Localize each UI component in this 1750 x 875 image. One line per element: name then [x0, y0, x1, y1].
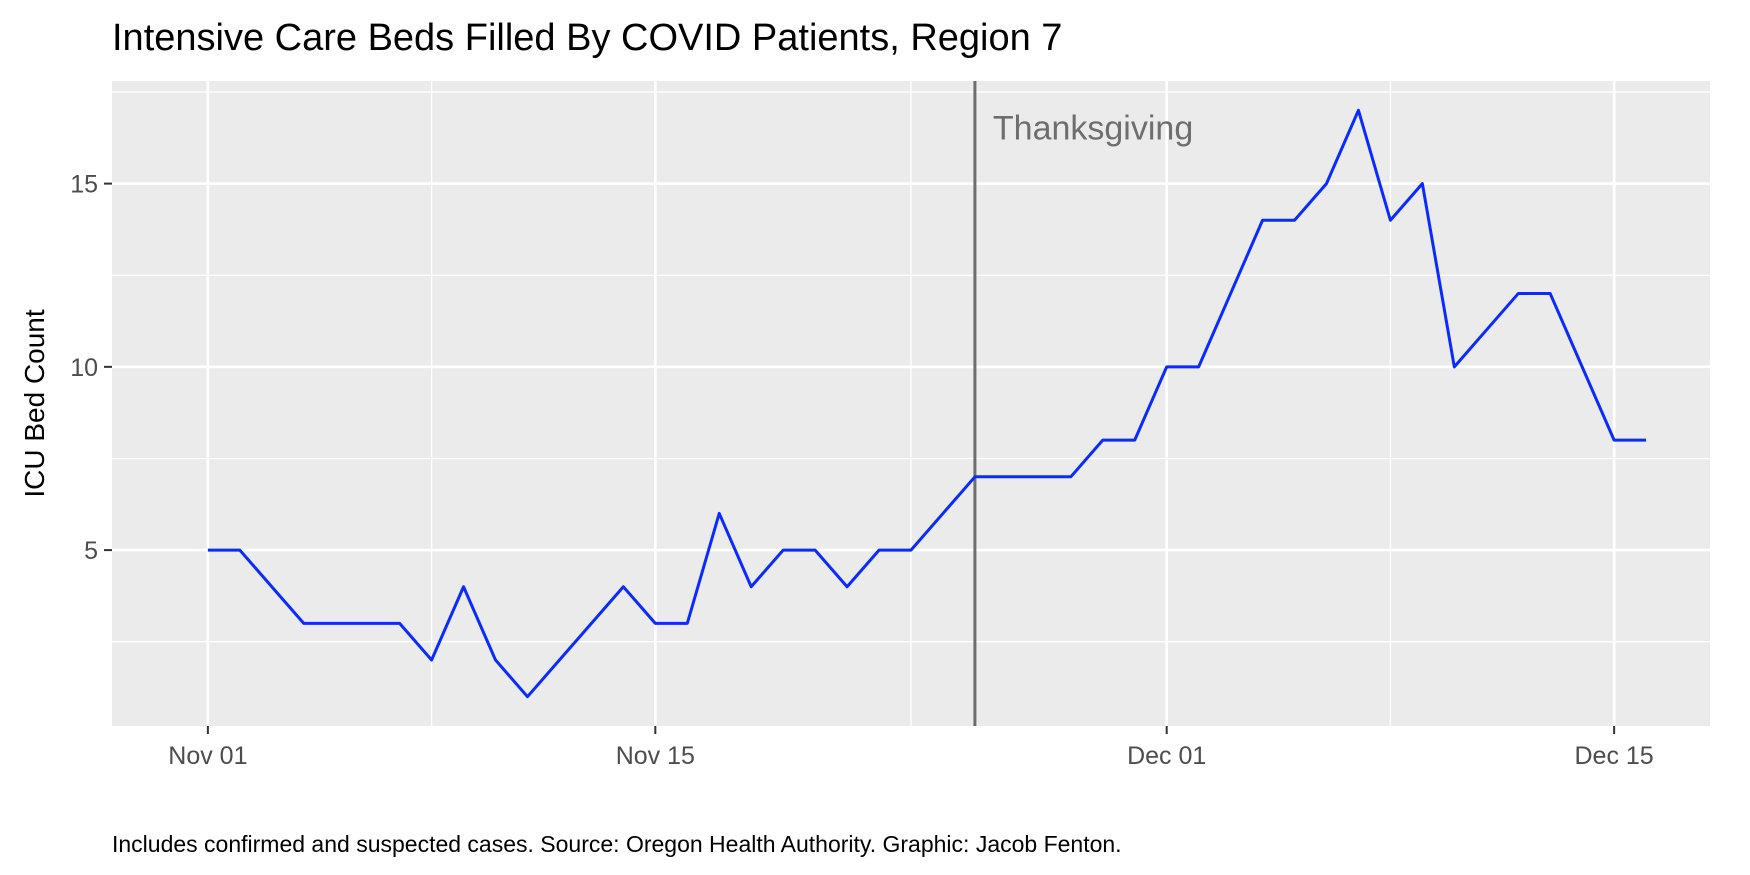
y-tick-label: 10 [70, 354, 98, 382]
thanksgiving-label: Thanksgiving [993, 110, 1193, 148]
y-tick-label: 15 [70, 171, 98, 199]
x-tick-label: Nov 01 [168, 742, 247, 770]
x-tick-label: Dec 01 [1127, 742, 1206, 770]
series-layer [207, 108, 1647, 699]
chart-caption: Includes confirmed and suspected cases. … [112, 831, 1122, 857]
x-tick-label: Nov 15 [616, 742, 695, 770]
annotation-layer: Thanksgiving [973, 81, 1193, 726]
x-tick-label: Dec 15 [1575, 742, 1654, 770]
icu-bed-count-line [207, 108, 1647, 699]
grid-layer [112, 81, 1710, 726]
y-tick-label: 5 [84, 537, 98, 565]
chart-title: Intensive Care Beds Filled By COVID Pati… [112, 17, 1062, 59]
axis-layer: 5 10 15 Nov 01 Nov 15 Dec 01 Dec 15 [70, 171, 1654, 770]
y-axis-title: ICU Bed Count [19, 309, 50, 498]
